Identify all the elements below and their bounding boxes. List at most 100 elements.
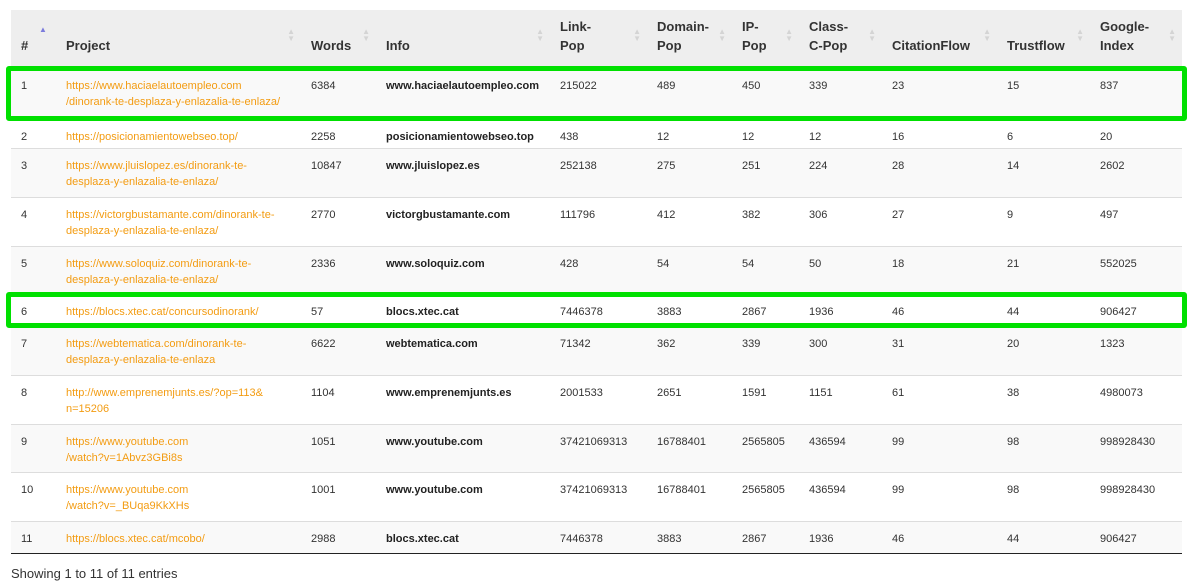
column-header-link-pop[interactable]: Link- Pop ▲ ▼ (550, 10, 647, 69)
cell-num: 10 (11, 472, 56, 522)
column-header-label: Info (386, 38, 410, 53)
cell-domain-pop: 54 (647, 246, 732, 295)
project-link[interactable]: https://www.youtube.com/watch?v=_BUqa9Kk… (66, 484, 190, 512)
project-link[interactable]: https://webtematica.com/dinorank-te-desp… (66, 338, 247, 366)
sort-both-icon[interactable]: ▲ ▼ (983, 27, 991, 43)
info-domain: blocs.xtec.cat (386, 533, 459, 545)
sort-both-icon[interactable]: ▲ ▼ (362, 27, 370, 43)
table-row: 4 https://victorgbustamante.com/dinorank-… (11, 197, 1182, 247)
project-link[interactable]: https://victorgbustamante.com/dinorank-t… (66, 209, 275, 237)
cell-domain-pop: 16788401 (647, 472, 732, 522)
project-link[interactable]: https://blocs.xtec.cat/concursodinorank/ (66, 306, 259, 318)
sort-both-icon[interactable]: ▲ ▼ (785, 27, 793, 43)
cell-info: blocs.xtec.cat (376, 521, 550, 554)
sort-both-icon[interactable]: ▲ ▼ (633, 27, 641, 43)
cell-link-pop: 71342 (550, 326, 647, 376)
cell-ip-pop: 2565805 (732, 472, 799, 522)
cell-ip-pop: 450 (732, 68, 799, 120)
cell-ip-pop: 54 (732, 246, 799, 295)
cell-project: http://www.emprenemjunts.es/?op=113& n=15… (56, 375, 301, 425)
column-header-class-c-pop[interactable]: Class- C-Pop ▲ ▼ (799, 10, 882, 69)
cell-domain-pop: 3883 (647, 521, 732, 554)
column-header-label: Trustflow (1007, 38, 1065, 53)
project-link[interactable]: https://www.jluislopez.es/dinorank-te-de… (66, 160, 247, 188)
info-domain: posicionamientowebseo.top (386, 131, 534, 143)
cell-link-pop: 428 (550, 246, 647, 295)
cell-num: 2 (11, 119, 56, 149)
cell-citation-flow: 23 (882, 68, 997, 120)
cell-domain-pop: 3883 (647, 294, 732, 327)
cell-class-c-pop: 339 (799, 68, 882, 120)
cell-citation-flow: 31 (882, 326, 997, 376)
cell-words: 57 (301, 294, 376, 327)
project-link[interactable]: https://www.soloquiz.com/dinorank-te-des… (66, 258, 252, 286)
cell-citation-flow: 18 (882, 246, 997, 295)
cell-google-index: 1323 (1090, 326, 1182, 376)
cell-trustflow: 21 (997, 246, 1090, 295)
info-domain: www.jluislopez.es (386, 160, 480, 172)
cell-class-c-pop: 306 (799, 197, 882, 247)
cell-trustflow: 15 (997, 68, 1090, 120)
cell-trustflow: 98 (997, 424, 1090, 473)
project-link[interactable]: https://blocs.xtec.cat/mcobo/ (66, 533, 205, 545)
column-header-google-index[interactable]: Google- Index ▲ ▼ (1090, 10, 1182, 69)
project-link[interactable]: https://www.haciaelautoempleo.com/dinora… (66, 80, 281, 108)
cell-domain-pop: 489 (647, 68, 732, 120)
cell-domain-pop: 362 (647, 326, 732, 376)
info-domain: www.youtube.com (386, 484, 483, 496)
project-link[interactable]: https://posicionamientowebseo.top/ (66, 131, 238, 143)
sort-ascending-icon[interactable]: ▲ (39, 25, 47, 34)
column-header-ip-pop[interactable]: IP- Pop ▲ ▼ (732, 10, 799, 69)
cell-class-c-pop: 50 (799, 246, 882, 295)
cell-citation-flow: 99 (882, 424, 997, 473)
cell-citation-flow: 99 (882, 472, 997, 522)
table-row: 3 https://www.jluislopez.es/dinorank-te-d… (11, 148, 1182, 198)
cell-num: 4 (11, 197, 56, 247)
column-header-words[interactable]: Words ▲ ▼ (301, 10, 376, 69)
info-domain: www.emprenemjunts.es (386, 387, 512, 399)
column-header-number[interactable]: # ▲ (11, 10, 56, 69)
cell-ip-pop: 2867 (732, 294, 799, 327)
cell-num: 11 (11, 521, 56, 554)
project-link[interactable]: https://www.youtube.com/watch?v=1Abvz3GB… (66, 436, 189, 464)
cell-info: www.youtube.com (376, 424, 550, 473)
project-link[interactable]: http://www.emprenemjunts.es/?op=113& n=15… (66, 387, 263, 415)
column-header-label: Google- Index (1100, 19, 1150, 53)
sort-both-icon[interactable]: ▲ ▼ (1076, 27, 1084, 43)
cell-class-c-pop: 436594 (799, 424, 882, 473)
cell-project: https://blocs.xtec.cat/mcobo/ (56, 521, 301, 554)
info-domain: www.soloquiz.com (386, 258, 485, 270)
cell-class-c-pop: 436594 (799, 472, 882, 522)
column-header-domain-pop[interactable]: Domain- Pop ▲ ▼ (647, 10, 732, 69)
sort-both-icon[interactable]: ▲ ▼ (868, 27, 876, 43)
cell-link-pop: 7446378 (550, 294, 647, 327)
cell-ip-pop: 339 (732, 326, 799, 376)
cell-link-pop: 2001533 (550, 375, 647, 425)
cell-words: 1104 (301, 375, 376, 425)
cell-info: webtematica.com (376, 326, 550, 376)
sort-both-icon[interactable]: ▲ ▼ (1168, 27, 1176, 43)
cell-info: posicionamientowebseo.top (376, 119, 550, 149)
cell-info: www.jluislopez.es (376, 148, 550, 198)
column-header-project[interactable]: Project ▲ ▼ (56, 10, 301, 69)
cell-google-index: 906427 (1090, 294, 1182, 327)
cell-num: 7 (11, 326, 56, 376)
info-domain: webtematica.com (386, 338, 478, 350)
table-row: 11 https://blocs.xtec.cat/mcobo/2988 blocs… (11, 521, 1182, 554)
table-header-row: # ▲ Project ▲ ▼ Words ▲ ▼ Info ▲ ▼ Link- Pop ▲ ▼ Domain… (11, 10, 1182, 69)
cell-trustflow: 44 (997, 521, 1090, 554)
cell-num: 3 (11, 148, 56, 198)
cell-words: 2770 (301, 197, 376, 247)
column-header-citationflow[interactable]: CitationFlow ▲ ▼ (882, 10, 997, 69)
cell-words: 6384 (301, 68, 376, 120)
sort-both-icon[interactable]: ▲ ▼ (287, 27, 295, 43)
cell-citation-flow: 46 (882, 521, 997, 554)
sort-both-icon[interactable]: ▲ ▼ (718, 27, 726, 43)
column-header-info[interactable]: Info ▲ ▼ (376, 10, 550, 69)
column-header-trustflow[interactable]: Trustflow ▲ ▼ (997, 10, 1090, 69)
table-row: 9 https://www.youtube.com/watch?v=1Abvz3G… (11, 424, 1182, 473)
sort-both-icon[interactable]: ▲ ▼ (536, 27, 544, 43)
cell-link-pop: 252138 (550, 148, 647, 198)
cell-info: www.soloquiz.com (376, 246, 550, 295)
cell-google-index: 998928430 (1090, 472, 1182, 522)
